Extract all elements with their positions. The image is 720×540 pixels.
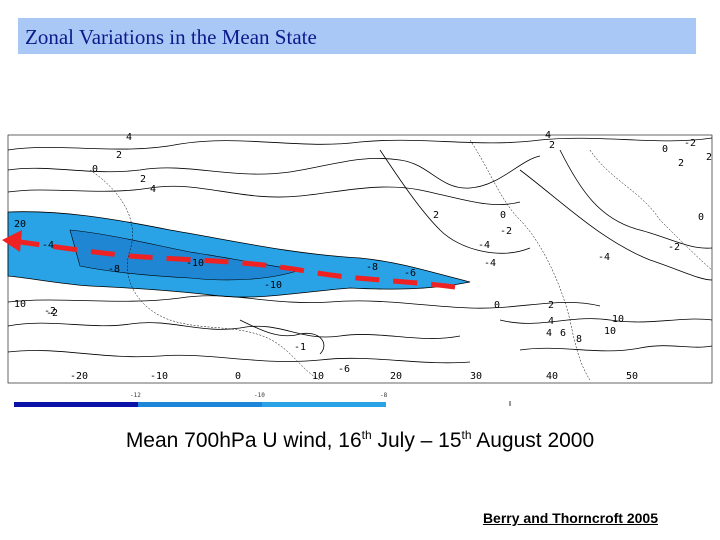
contour-label: 2 bbox=[548, 300, 554, 311]
y-tick-label: 20 bbox=[14, 219, 26, 230]
contour-labels-upper: 0 2 4 2 4 2 0 2 4 0 2 -2 2 0 -2 bbox=[92, 130, 712, 237]
contour-label: 6 bbox=[560, 328, 566, 339]
x-tick-label: 0 bbox=[235, 371, 241, 382]
contour-label: 0 bbox=[92, 164, 98, 175]
caption-suffix: August 2000 bbox=[471, 429, 595, 452]
contour-label: 0 bbox=[500, 210, 506, 221]
x-axis-labels: -20 -10 0 10 20 30 40 50 bbox=[70, 371, 638, 382]
contour-label: 2 bbox=[433, 210, 439, 221]
colorbar-segment bbox=[14, 402, 138, 407]
contour-label: 0 bbox=[662, 144, 668, 155]
contour-label: 0 bbox=[698, 212, 704, 223]
contour-label: -4 bbox=[598, 252, 610, 263]
colorbar-label: -12 bbox=[130, 392, 141, 399]
caption-middle: July – 15 bbox=[371, 429, 462, 452]
contour-label: -8 bbox=[108, 264, 120, 275]
contour-label: 2 bbox=[140, 174, 146, 185]
colorbar: -12 -10 -8 bbox=[14, 392, 511, 407]
y-tick-label: 10 bbox=[14, 299, 26, 310]
caption-sup-1: th bbox=[361, 428, 372, 442]
contour-label: -6 bbox=[404, 268, 416, 279]
contour-label: -1 bbox=[294, 342, 306, 353]
contour-label: 4 bbox=[150, 184, 156, 195]
x-tick-label: 30 bbox=[470, 371, 482, 382]
contour-label: -4 bbox=[42, 240, 54, 251]
contour-label: -6 bbox=[338, 364, 350, 375]
colorbar-label: -8 bbox=[380, 392, 388, 399]
jet-axis-arrow bbox=[2, 230, 456, 290]
contour-lines bbox=[7, 137, 713, 364]
x-tick-label: 40 bbox=[546, 371, 558, 382]
contour-label: -8 bbox=[366, 262, 378, 273]
contour-label: -2 bbox=[46, 308, 58, 319]
contour-label: 4 bbox=[126, 132, 132, 143]
contour-labels-jet: -4 -8 -10 -10 -8 -6 -4 -4 -2 -4 bbox=[42, 240, 680, 291]
title-bar: Zonal Variations in the Mean State bbox=[18, 18, 696, 54]
x-tick-label: 10 bbox=[312, 371, 324, 382]
caption-prefix: Mean 700hPa U wind, 16 bbox=[125, 429, 362, 452]
colorbar-label: -10 bbox=[254, 392, 265, 399]
contour-label: 4 bbox=[546, 328, 552, 339]
colorbar-segment bbox=[262, 402, 386, 407]
contour-label: 8 bbox=[576, 334, 582, 345]
contour-label: -2 bbox=[684, 138, 696, 149]
contour-label: 0 bbox=[494, 300, 500, 311]
contour-label: 4 bbox=[545, 130, 551, 141]
source-credit: Berry and Thorncroft 2005 bbox=[482, 510, 658, 526]
x-tick-label: -10 bbox=[150, 371, 168, 382]
contour-label: -10 bbox=[186, 258, 204, 269]
contour-label: -2 bbox=[668, 242, 680, 253]
contour-label: -2 bbox=[44, 306, 56, 317]
contour-label: 2 bbox=[549, 140, 555, 151]
contour-labels-lower: -2 4 2 8 10 10 6 4 -1 0 -6 -2 bbox=[44, 300, 624, 375]
caption-sup-2: th bbox=[461, 428, 472, 442]
arrowhead bbox=[2, 230, 22, 252]
x-tick-label: 20 bbox=[390, 371, 402, 382]
contour-label: -10 bbox=[264, 280, 282, 291]
contour-label: 4 bbox=[548, 316, 554, 327]
slide-title: Zonal Variations in the Mean State bbox=[25, 25, 317, 49]
contour-label: 2 bbox=[116, 150, 122, 161]
x-tick-label: 50 bbox=[626, 371, 638, 382]
contour-label: -4 bbox=[484, 258, 496, 269]
wind-map: 0 2 4 2 4 2 0 2 4 0 2 -2 2 0 -2 -4 -8 -1… bbox=[2, 130, 713, 407]
contour-label: 10 bbox=[612, 314, 624, 325]
x-tick-label: -20 bbox=[70, 371, 88, 382]
colorbar-segment bbox=[138, 402, 262, 407]
contour-label: 10 bbox=[604, 326, 616, 337]
figure-caption: Mean 700hPa U wind, 16th July – 15th Aug… bbox=[0, 428, 720, 453]
contour-label: 2 bbox=[678, 158, 684, 169]
contour-label: -2 bbox=[500, 226, 512, 237]
jet-region bbox=[7, 211, 471, 298]
coastline bbox=[89, 139, 713, 381]
contour-label: -4 bbox=[478, 240, 490, 251]
contour-label: 2 bbox=[706, 152, 712, 163]
